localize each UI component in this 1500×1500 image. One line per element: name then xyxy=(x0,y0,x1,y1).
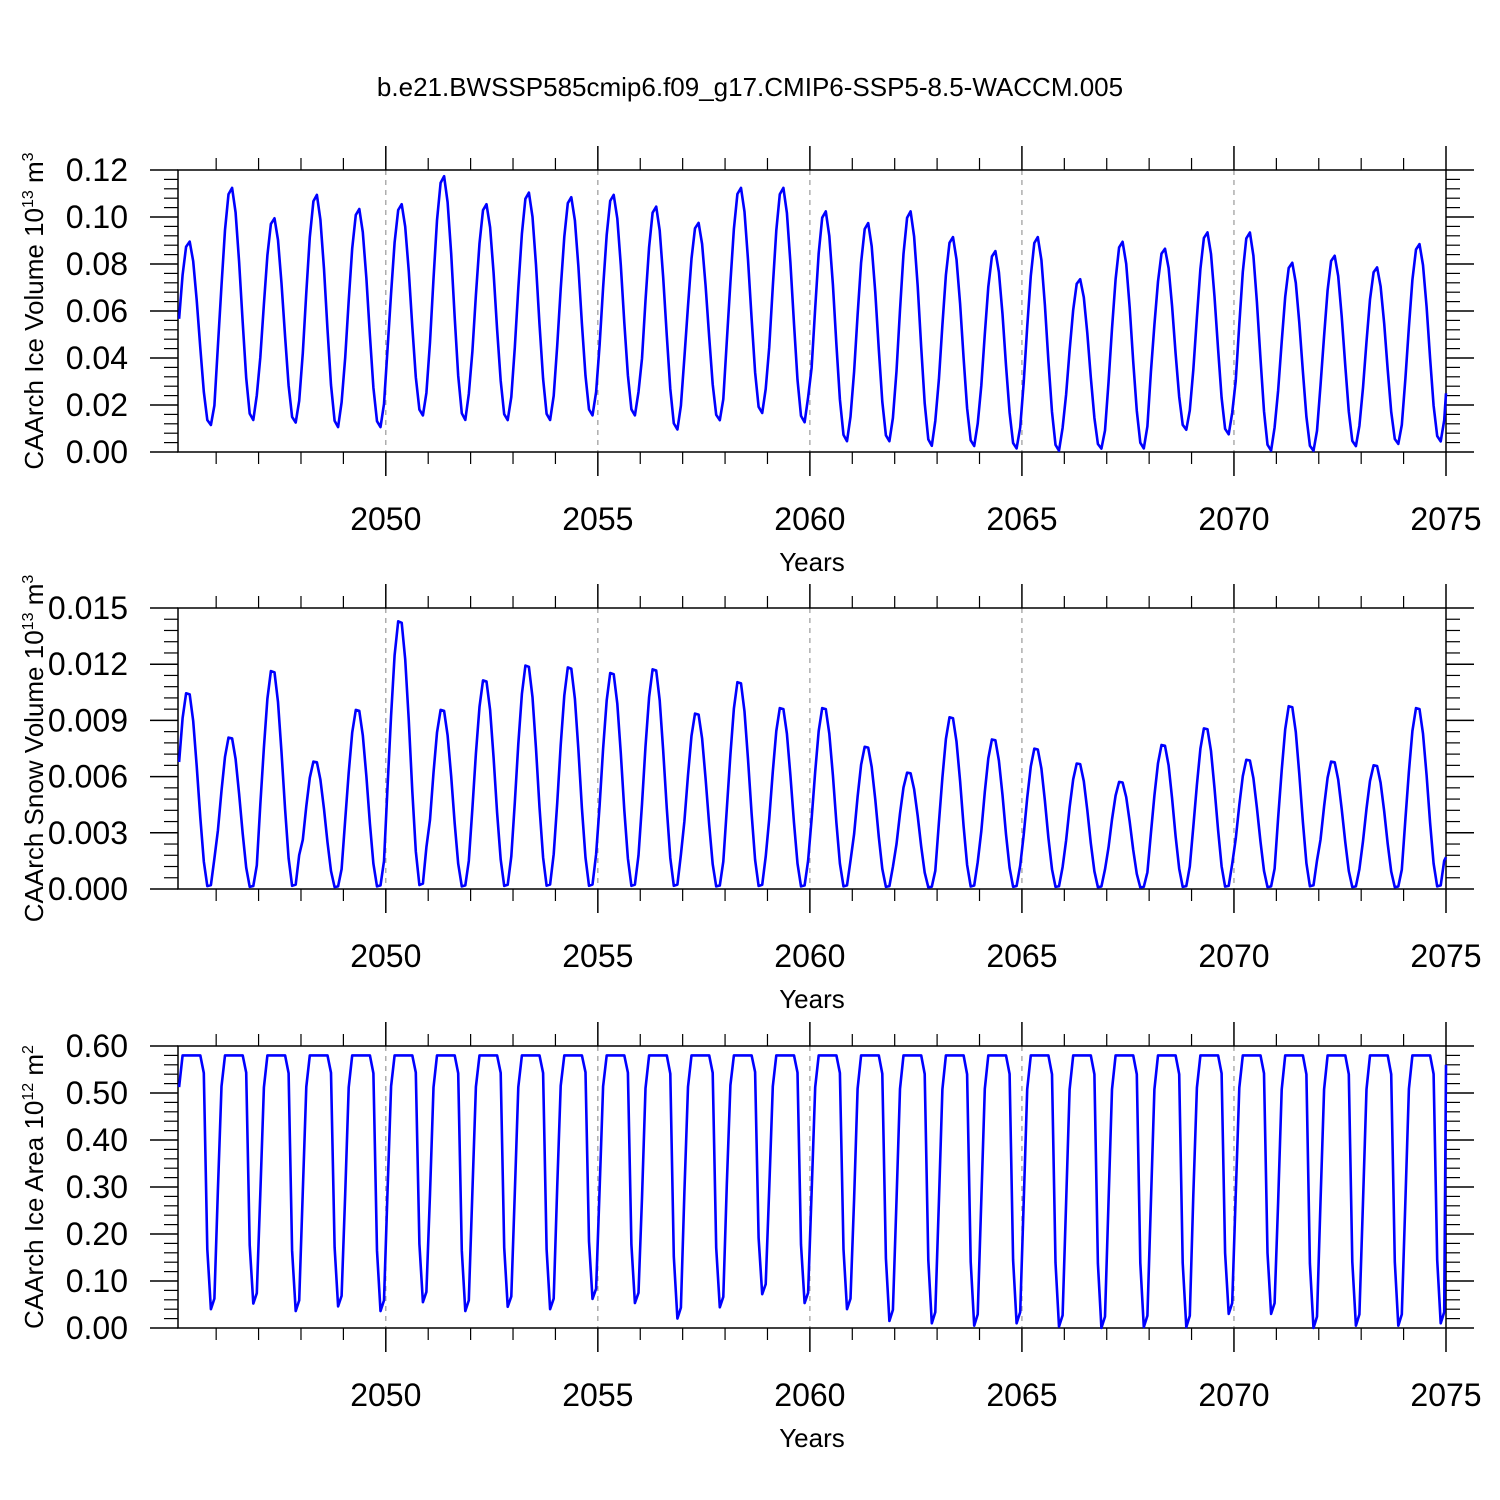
y-tick-label: 0.10 xyxy=(66,1263,128,1299)
y-tick-label: 0.000 xyxy=(48,871,128,907)
y-tick-label: 0.10 xyxy=(66,199,128,235)
y-tick-label: 0.015 xyxy=(48,590,128,626)
x-tick-label: 2070 xyxy=(1198,1377,1269,1413)
series-line xyxy=(177,620,1448,889)
x-tick-label: 2050 xyxy=(350,501,421,537)
x-tick-label: 2070 xyxy=(1198,501,1269,537)
x-tick-label: 2050 xyxy=(350,1377,421,1413)
y-tick-label: 0.12 xyxy=(66,152,128,188)
y-tick-label: 0.60 xyxy=(66,1028,128,1064)
y-tick-label: 0.00 xyxy=(66,1310,128,1346)
panel-3: 2050 2055 2060 2065 2070 2075 Years 0.00 0.10 0.2… xyxy=(19,1022,1482,1453)
x-tick-label: 2060 xyxy=(774,938,845,974)
series-line xyxy=(177,1054,1448,1330)
x-tick-label: 2075 xyxy=(1410,1377,1481,1413)
x-tick-label: 2065 xyxy=(986,938,1057,974)
y-tick-label: 0.04 xyxy=(66,340,128,376)
x-tick-label: 2075 xyxy=(1410,501,1481,537)
y-tick-label: 0.20 xyxy=(66,1216,128,1252)
x-tick-label: 2050 xyxy=(350,938,421,974)
y-axis-title: CAArch Snow Volume 1013 m3 xyxy=(19,575,49,923)
y-tick-label: 0.012 xyxy=(48,646,128,682)
y-tick-label: 0.006 xyxy=(48,759,128,795)
x-axis-title: Years xyxy=(779,984,845,1014)
y-tick-label: 0.50 xyxy=(66,1075,128,1111)
y-tick-label: 0.009 xyxy=(48,702,128,738)
x-tick-label: 2075 xyxy=(1410,938,1481,974)
y-tick-label: 0.00 xyxy=(66,434,128,470)
chart-panels: 2050 2055 2060 2065 2070 2075 Years 0.00 0.02 0.0… xyxy=(19,146,1482,1453)
x-tick-label: 2060 xyxy=(774,1377,845,1413)
y-tick-label: 0.30 xyxy=(66,1169,128,1205)
y-tick-label: 0.06 xyxy=(66,293,128,329)
x-axis-title: Years xyxy=(779,1423,845,1453)
chart-title: b.e21.BWSSP585cmip6.f09_g17.CMIP6-SSP5-8… xyxy=(377,72,1123,102)
panel-1: 2050 2055 2060 2065 2070 2075 Years 0.00 0.02 0.0… xyxy=(19,146,1482,577)
x-tick-label: 2055 xyxy=(562,501,633,537)
y-axis-title: CAArch Ice Area 1012 m2 xyxy=(19,1045,49,1329)
y-tick-label: 0.02 xyxy=(66,387,128,423)
series-line xyxy=(177,174,1448,453)
y-axis-title: CAArch Ice Volume 1013 m3 xyxy=(19,152,49,469)
x-tick-label: 2055 xyxy=(562,1377,633,1413)
plot-frame xyxy=(177,607,1447,890)
y-tick-label: 0.003 xyxy=(48,815,128,851)
x-tick-label: 2070 xyxy=(1198,938,1269,974)
x-tick-label: 2065 xyxy=(986,501,1057,537)
x-tick-label: 2060 xyxy=(774,501,845,537)
y-tick-label: 0.08 xyxy=(66,246,128,282)
y-tick-label: 0.40 xyxy=(66,1122,128,1158)
x-axis-title: Years xyxy=(779,547,845,577)
x-tick-label: 2065 xyxy=(986,1377,1057,1413)
x-tick-label: 2055 xyxy=(562,938,633,974)
panel-2: 2050 2055 2060 2065 2070 2075 Years 0.000 0.003 0… xyxy=(19,575,1482,1014)
